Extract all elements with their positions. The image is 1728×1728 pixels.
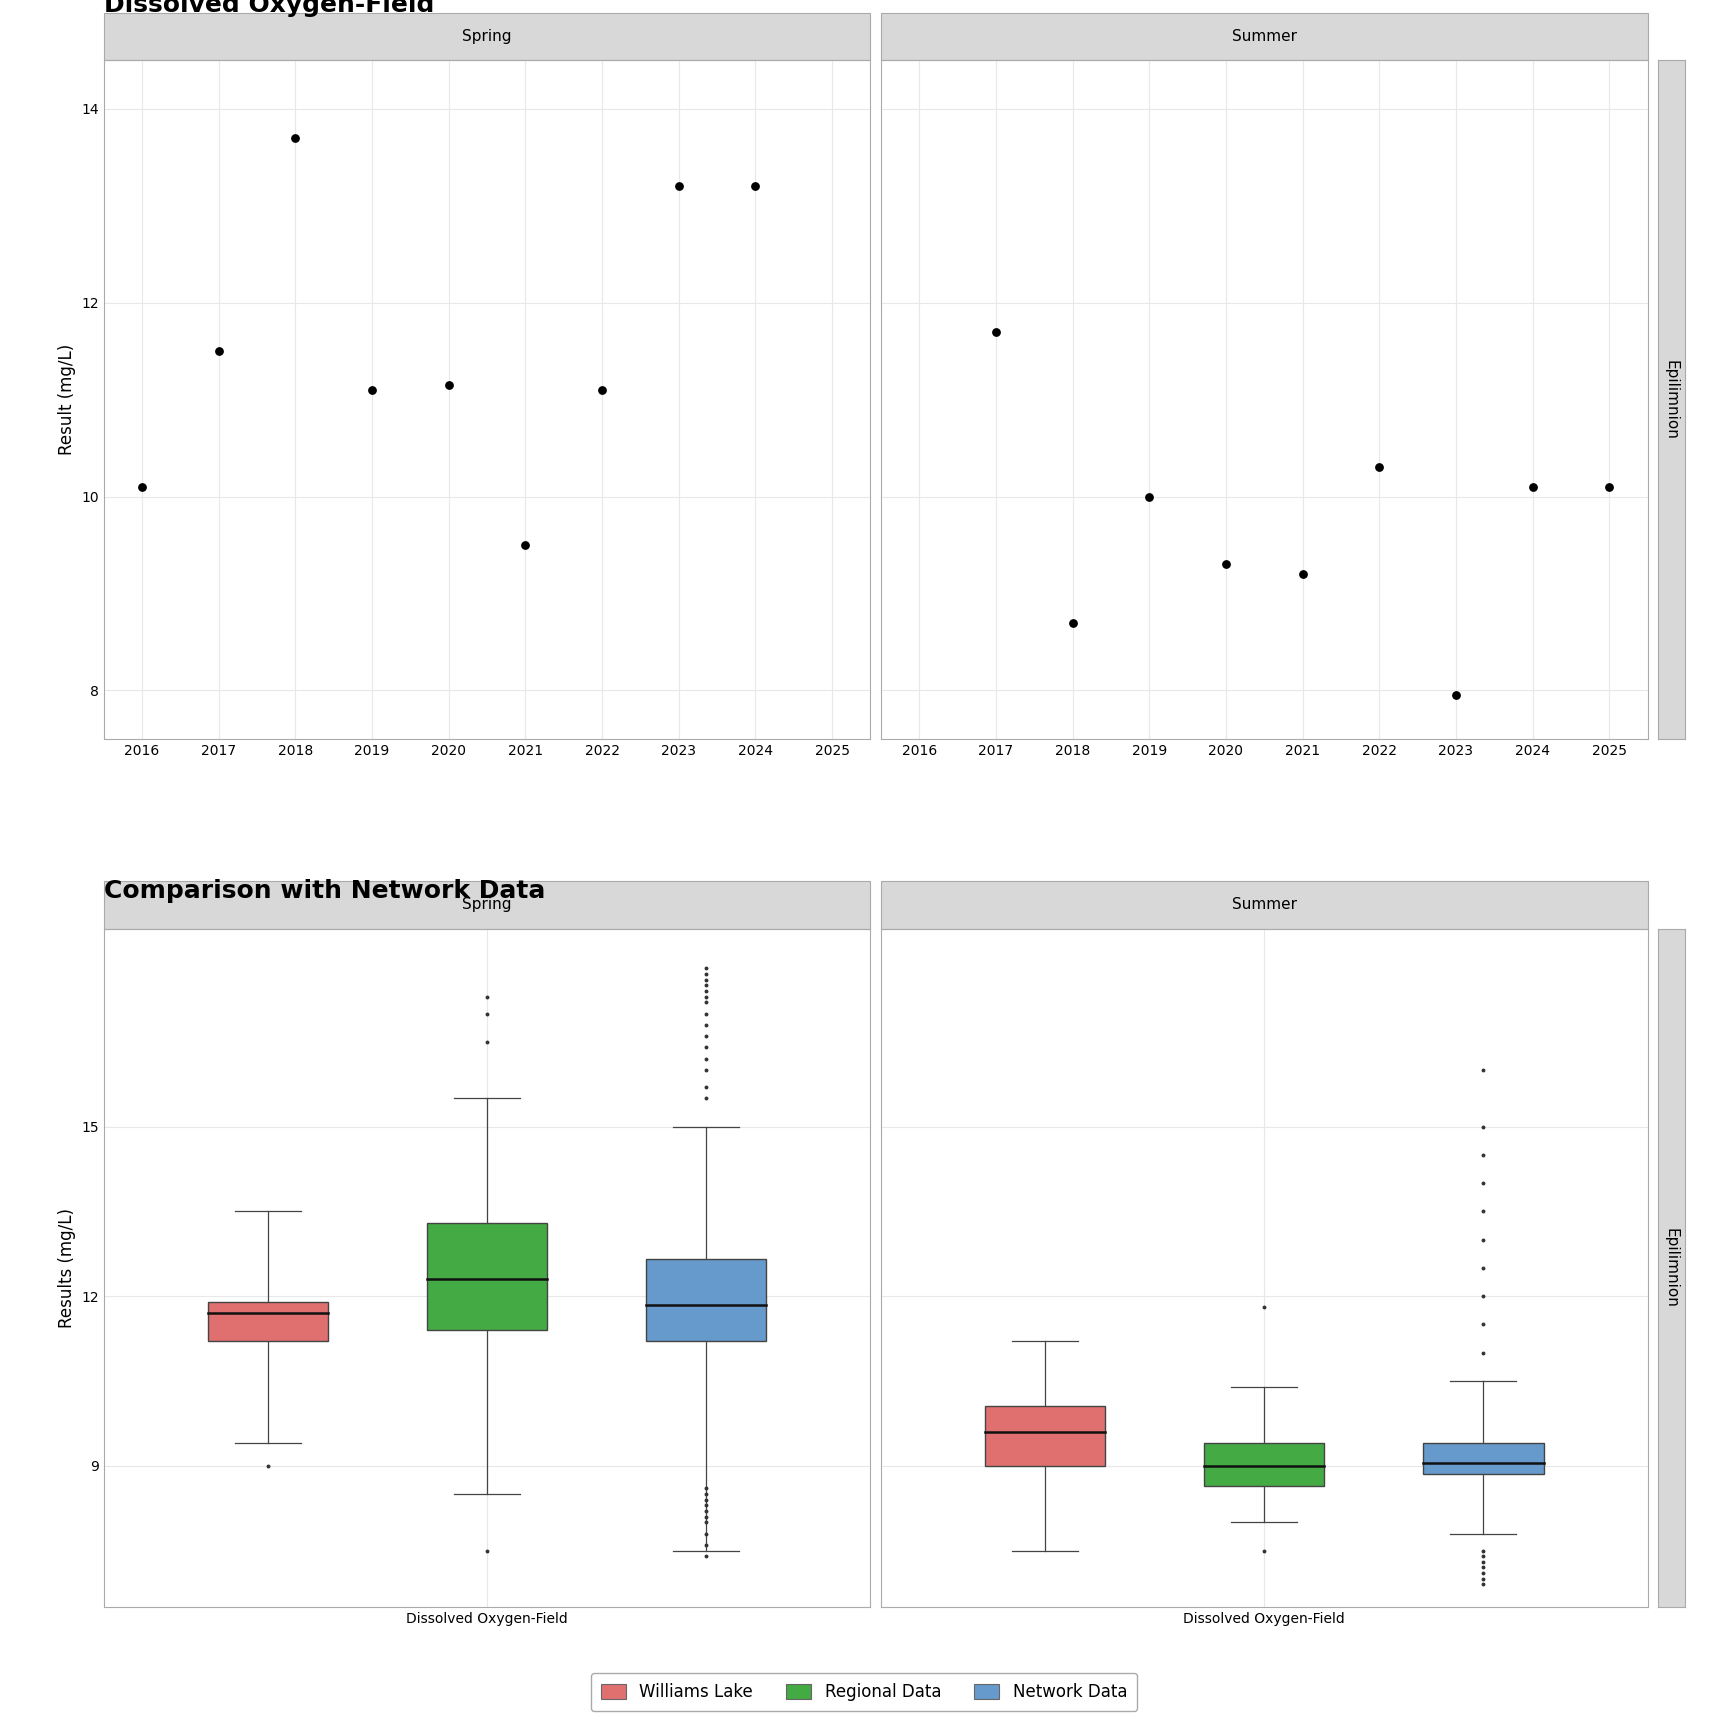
Y-axis label: Result (mg/L): Result (mg/L)	[57, 344, 76, 454]
Text: Spring: Spring	[463, 29, 511, 45]
Bar	[881, 14, 1647, 60]
Point	[1059, 608, 1087, 636]
Point	[128, 473, 156, 501]
Text: Summer: Summer	[1232, 29, 1296, 45]
Text: Summer: Summer	[1232, 897, 1296, 912]
Bar	[985, 1407, 1106, 1465]
Point	[1365, 454, 1393, 482]
Y-axis label: Results (mg/L): Results (mg/L)	[57, 1208, 76, 1327]
Bar	[427, 1223, 548, 1331]
Point	[511, 530, 539, 558]
Point	[435, 372, 463, 399]
Point	[1211, 551, 1239, 579]
Bar	[646, 1260, 766, 1341]
Point	[1595, 473, 1623, 501]
Bar	[881, 881, 1647, 928]
Bar	[104, 881, 871, 928]
Point	[206, 337, 233, 365]
Point	[358, 377, 385, 404]
Point	[1289, 560, 1317, 588]
Point	[282, 124, 309, 152]
Bar	[1204, 1443, 1324, 1486]
Legend: Williams Lake, Regional Data, Network Data: Williams Lake, Regional Data, Network Da…	[591, 1673, 1137, 1711]
Point	[1519, 473, 1547, 501]
Bar	[104, 14, 871, 60]
Point	[1135, 482, 1163, 510]
Text: Epilimnion: Epilimnion	[1664, 1229, 1680, 1308]
Bar	[207, 1301, 328, 1341]
Text: Dissolved Oxygen-Field: Dissolved Oxygen-Field	[104, 0, 434, 17]
Point	[1443, 681, 1471, 708]
Text: Comparison with Network Data: Comparison with Network Data	[104, 880, 544, 902]
Point	[665, 173, 693, 200]
Point	[741, 173, 769, 200]
Text: Spring: Spring	[463, 897, 511, 912]
Text: Epilimnion: Epilimnion	[1664, 359, 1680, 439]
Point	[982, 318, 1009, 346]
Point	[588, 377, 615, 404]
Bar	[1424, 1443, 1543, 1474]
